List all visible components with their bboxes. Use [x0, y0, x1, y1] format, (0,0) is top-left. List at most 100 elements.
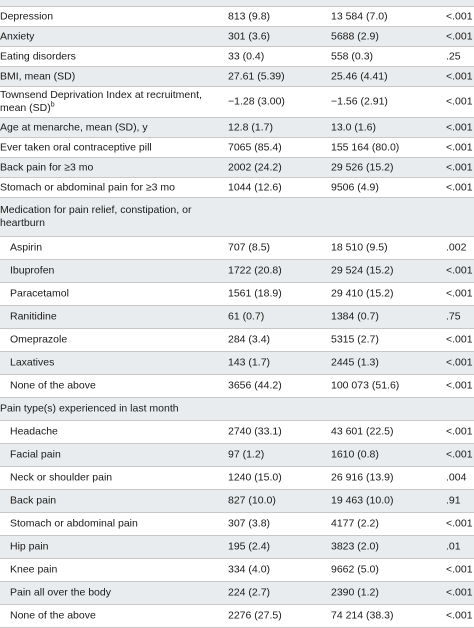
p-value: <.001 — [446, 161, 473, 173]
group-a-value: 97 (1.2) — [228, 448, 265, 461]
table-row: Facial pain 97 (1.2) 1610 (0.8) <.001 — [0, 444, 474, 467]
table-row: Depression 813 (9.8) 13 584 (7.0) <.001 — [0, 7, 474, 27]
table-row: Ever taken oral contraceptive pill 7065 (… — [0, 138, 474, 158]
group-a-value: 3656 (44.2) — [228, 379, 282, 392]
row-label: Paracetamol — [10, 287, 69, 300]
row-label: Anxiety — [0, 30, 35, 42]
group-a-value: 1240 (15.0) — [228, 471, 282, 484]
group-b-value: 29 526 (15.2) — [331, 161, 394, 173]
group-b-value: 5315 (2.7) — [331, 333, 379, 346]
row-label: Aspirin — [10, 241, 43, 254]
group-a-value: 61 (0.7) — [228, 310, 265, 323]
table-row: BMI, mean (SD) 27.61 (5.39) 25.46 (4.41) <.… — [0, 67, 474, 87]
group-a-value: 1722 (20.8) — [228, 264, 282, 277]
row-label: Depression — [0, 10, 54, 22]
table-row: Pain all over the body 224 (2.7) 2390 (1.2… — [0, 582, 474, 605]
table-row: Ranitidine 61 (0.7) 1384 (0.7) .75 — [0, 306, 474, 329]
row-label: Stomach or abdominal pain for ≥3 mo — [0, 181, 176, 193]
table-row: Omeprazole 284 (3.4) 5315 (2.7) <.001 — [0, 329, 474, 352]
group-a-value: 2740 (33.1) — [228, 425, 282, 438]
row-label: Knee pain — [10, 563, 58, 576]
group-a-value: 33 (0.4) — [228, 50, 265, 62]
group-b-value: 1384 (0.7) — [331, 310, 379, 323]
table-row: Age at menarche, mean (SD), y 12.8 (1.7) 1… — [0, 118, 474, 138]
group-a-value: 2276 (27.5) — [228, 609, 282, 622]
footnote-marker: b — [50, 101, 55, 109]
group-a-value: 2002 (24.2) — [228, 161, 282, 173]
p-value: .91 — [446, 494, 461, 507]
row-label: BMI, mean (SD) — [0, 70, 76, 82]
row-label: None of the above — [10, 609, 96, 622]
p-value: <.001 — [446, 448, 473, 461]
table-row: Back pain 827 (10.0) 19 463 (10.0) .91 — [0, 490, 474, 513]
row-label: Pain type(s) experienced in last month — [0, 402, 179, 415]
group-a-value: 224 (2.7) — [228, 586, 271, 599]
table-row: Neck or shoulder pain 1240 (15.0) 26 916 (… — [0, 467, 474, 490]
table-row: Ibuprofen 1722 (20.8) 29 524 (15.2) <.001 — [0, 260, 474, 283]
group-b-value: 100 073 (51.6) — [331, 379, 400, 392]
table-row: Paracetamol 1561 (18.9) 29 410 (15.2) <.001 — [0, 283, 474, 306]
row-label: Medication for pain relief, constipation… — [0, 204, 192, 229]
row-label: Pain all over the body — [10, 586, 111, 599]
row-label: Hip pain — [10, 540, 49, 553]
p-value: <.001 — [446, 95, 473, 108]
group-a-value: 334 (4.0) — [228, 563, 271, 576]
group-b-value: 9506 (4.9) — [331, 181, 379, 193]
p-value: <.001 — [446, 333, 473, 346]
row-label: Stomach or abdominal pain — [10, 517, 138, 530]
group-a-value: 813 (9.8) — [228, 10, 271, 22]
table-row: Anxiety 301 (3.6) 5688 (2.9) <.001 — [0, 27, 474, 47]
p-value: <.001 — [446, 379, 473, 392]
p-value: .004 — [446, 471, 467, 484]
row-label: Ibuprofen — [10, 264, 55, 277]
group-b-value: 9662 (5.0) — [331, 563, 379, 576]
group-b-value: 29 524 (15.2) — [331, 264, 394, 277]
group-b-value: 26 916 (13.9) — [331, 471, 394, 484]
row-label: Ranitidine — [10, 310, 57, 323]
table-row: Knee pain 334 (4.0) 9662 (5.0) <.001 — [0, 559, 474, 582]
group-b-value: 155 164 (80.0) — [331, 141, 400, 153]
row-label: Headache — [10, 425, 58, 438]
row-label: Ever taken oral contraceptive pill — [0, 141, 152, 153]
p-value: <.001 — [446, 70, 473, 82]
p-value: .01 — [446, 540, 461, 553]
table-row: None of the above 2276 (27.5) 74 214 (38.3… — [0, 605, 474, 628]
row-label: None of the above — [10, 379, 96, 392]
table-row: Headache 2740 (33.1) 43 601 (22.5) <.001 — [0, 421, 474, 444]
group-b-value: 13.0 (1.6) — [331, 121, 376, 133]
table-row: Eating disorders 33 (0.4) 558 (0.3) .25 — [0, 47, 474, 67]
row-label: Omeprazole — [10, 333, 68, 346]
table-row: Aspirin 707 (8.5) 18 510 (9.5) .002 — [0, 237, 474, 260]
group-b-value: 74 214 (38.3) — [331, 609, 394, 622]
p-value: .25 — [446, 50, 461, 62]
p-value: <.001 — [446, 121, 473, 133]
group-b-value: 18 510 (9.5) — [331, 241, 388, 254]
table-row: None of the above 3656 (44.2) 100 073 (51.… — [0, 375, 474, 398]
table-row: Medication for pain relief, constipation… — [0, 198, 474, 237]
row-label: Laxatives — [10, 356, 55, 369]
group-b-value: 19 463 (10.0) — [331, 494, 394, 507]
group-a-value: 27.61 (5.39) — [228, 70, 285, 82]
row-label: Neck or shoulder pain — [10, 471, 113, 484]
group-b-value: 29 410 (15.2) — [331, 287, 394, 300]
group-a-value: 7065 (85.4) — [228, 141, 282, 153]
group-b-value: 4177 (2.2) — [331, 517, 379, 530]
group-a-value: 827 (10.0) — [228, 494, 276, 507]
group-b-value: 3823 (2.0) — [331, 540, 379, 553]
p-value: <.001 — [446, 586, 473, 599]
p-value: <.001 — [446, 30, 473, 42]
row-label: Facial pain — [10, 448, 61, 461]
group-b-value: 43 601 (22.5) — [331, 425, 394, 438]
row-label: Age at menarche, mean (SD), y — [0, 121, 148, 133]
group-b-value: 13 584 (7.0) — [331, 10, 388, 22]
group-b-value: 2445 (1.3) — [331, 356, 379, 369]
row-label: Townsend Deprivation Index at recruitmen… — [0, 89, 202, 114]
table-row — [0, 0, 474, 7]
table-row: Pain type(s) experienced in last month — [0, 398, 474, 421]
group-a-value: 143 (1.7) — [228, 356, 271, 369]
p-value: <.001 — [446, 425, 473, 438]
group-a-value: 1561 (18.9) — [228, 287, 282, 300]
p-value: <.001 — [446, 181, 473, 193]
group-b-value: 25.46 (4.41) — [331, 70, 388, 82]
